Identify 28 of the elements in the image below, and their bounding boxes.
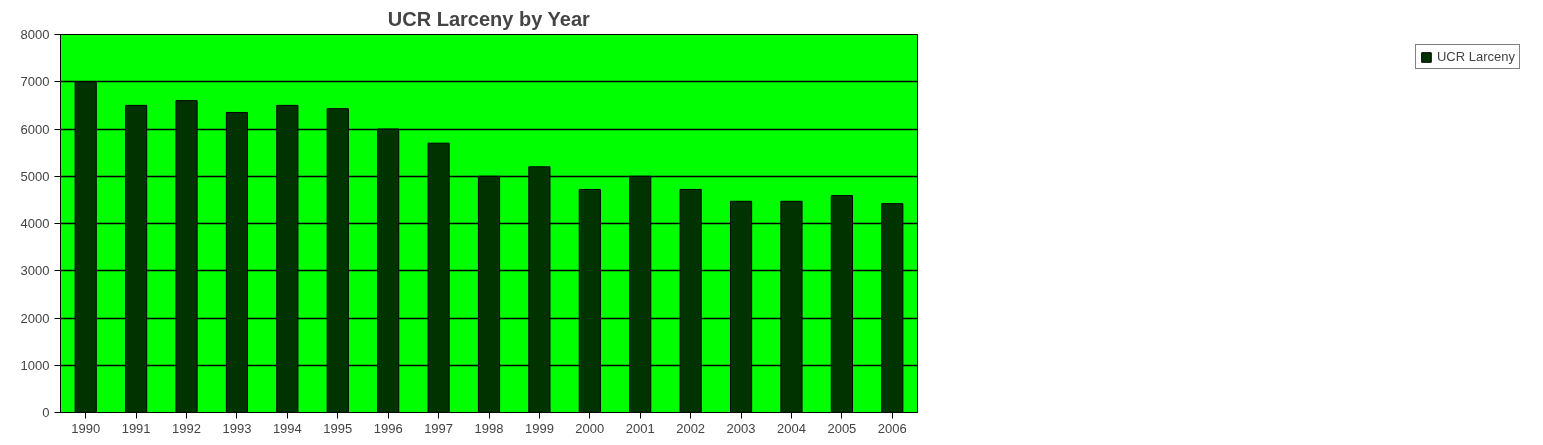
x-tick-label: 2001 bbox=[625, 420, 655, 436]
x-tick-label: 1999 bbox=[524, 420, 554, 436]
legend-label: UCR Larceny bbox=[1436, 49, 1515, 64]
x-tick-label: 2006 bbox=[877, 420, 907, 436]
x-tick-label: 2004 bbox=[777, 420, 806, 436]
x-tick-label: 1990 bbox=[71, 420, 101, 436]
chart-title: UCR Larceny by Year bbox=[387, 7, 591, 30]
x-tick-label: 1997 bbox=[424, 420, 454, 436]
x-tick-label: 1996 bbox=[373, 420, 403, 436]
x-tick-label: 1991 bbox=[121, 420, 151, 436]
x-tick-label: 2000 bbox=[575, 420, 605, 436]
x-tick-label: 2003 bbox=[726, 420, 756, 436]
x-tick-label: 1992 bbox=[172, 420, 201, 436]
x-tick-label: 1994 bbox=[272, 420, 302, 436]
y-tick-label: 4000 bbox=[20, 216, 50, 231]
y-tick-label: 3000 bbox=[20, 263, 50, 279]
x-tick-label: 1998 bbox=[474, 420, 504, 436]
y-tick-label: 7000 bbox=[20, 74, 50, 90]
y-tick-label: 6000 bbox=[20, 121, 50, 137]
y-tick-label: 2000 bbox=[20, 310, 50, 326]
y-tick-label: 8000 bbox=[20, 27, 50, 42]
y-tick-label: 0 bbox=[42, 405, 50, 420]
x-tick-label: 1993 bbox=[222, 420, 252, 436]
x-tick-label: 1995 bbox=[323, 420, 353, 436]
x-tick-label: 2002 bbox=[676, 420, 706, 436]
y-tick-label: 5000 bbox=[20, 168, 50, 184]
x-tick-label: 2005 bbox=[827, 420, 857, 436]
y-tick-label: 1000 bbox=[20, 357, 50, 373]
